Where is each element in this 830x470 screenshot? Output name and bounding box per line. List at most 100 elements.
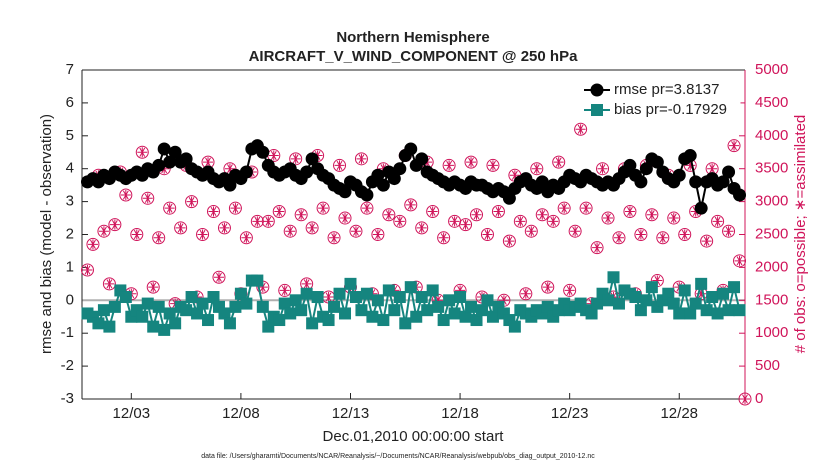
point [712,216,723,227]
point [570,226,581,237]
point [722,304,735,317]
point [623,204,637,218]
point [404,281,417,294]
y-tick-label: 4 [66,160,74,177]
point [279,285,290,296]
point [213,272,224,283]
point [662,287,675,300]
point [426,284,439,297]
point [612,297,625,310]
y2-tick-label: 3500 [755,160,788,177]
point [629,291,642,304]
point [393,162,407,176]
point [152,231,166,245]
point [519,287,533,301]
point [416,222,427,233]
point [230,203,241,214]
point [356,153,367,164]
point [460,219,471,230]
point [733,304,746,317]
point [97,224,111,238]
point [333,158,347,172]
point [164,203,175,214]
point [388,304,401,317]
point [278,283,292,297]
y-tick-label: 7 [66,61,74,78]
point [537,209,548,220]
point [256,145,270,159]
point [683,149,697,163]
point [541,280,555,294]
point [152,300,165,313]
point [657,232,668,243]
point [223,317,236,330]
point [613,232,624,243]
point [722,165,736,179]
point [185,195,199,209]
point [707,163,718,174]
point [581,203,592,214]
point [602,294,615,307]
point [564,285,575,296]
x-tick-label: 12/28 [660,405,698,422]
point [344,277,357,290]
point [158,323,171,336]
point [574,122,588,136]
point [108,300,121,313]
point [635,229,646,240]
legend-marker [591,104,603,116]
point [382,284,395,297]
point [108,218,122,232]
point [284,307,297,320]
y2-tick-label: 4000 [755,127,788,144]
point [404,142,418,156]
point [355,304,368,317]
point [322,314,335,327]
point [130,228,144,241]
point [487,160,498,171]
point [415,221,429,235]
point [421,304,434,317]
point [360,287,373,300]
chart-subtitle: AIRCRAFT_V_WIND_COMPONENT @ 250 hPa [249,48,579,65]
point [278,297,291,310]
y-tick-label: -3 [61,390,74,407]
point [410,310,423,323]
point [515,216,526,227]
point [371,228,385,241]
point [207,204,221,218]
point [727,139,741,153]
point [733,254,747,268]
point [202,314,215,327]
point [274,206,285,217]
point [645,281,658,294]
point [575,124,586,135]
point [684,307,697,320]
y-tick-label: 0 [66,291,74,308]
point [197,229,208,240]
point [465,300,478,313]
point [80,263,94,277]
point [268,150,279,161]
point [289,294,302,307]
point [157,142,171,156]
point [650,155,664,169]
point [148,282,159,293]
point [256,300,269,313]
point [640,294,653,307]
point [208,206,219,217]
point [579,201,593,215]
point [426,204,440,218]
point [371,168,385,182]
point [371,294,384,307]
point [590,241,604,255]
point [437,314,450,327]
point [152,158,166,172]
point [295,304,308,317]
point [470,208,484,222]
point [645,208,659,222]
point [432,300,445,313]
point [559,203,570,214]
legend-label: rmse pr=3.8137 [614,81,719,98]
